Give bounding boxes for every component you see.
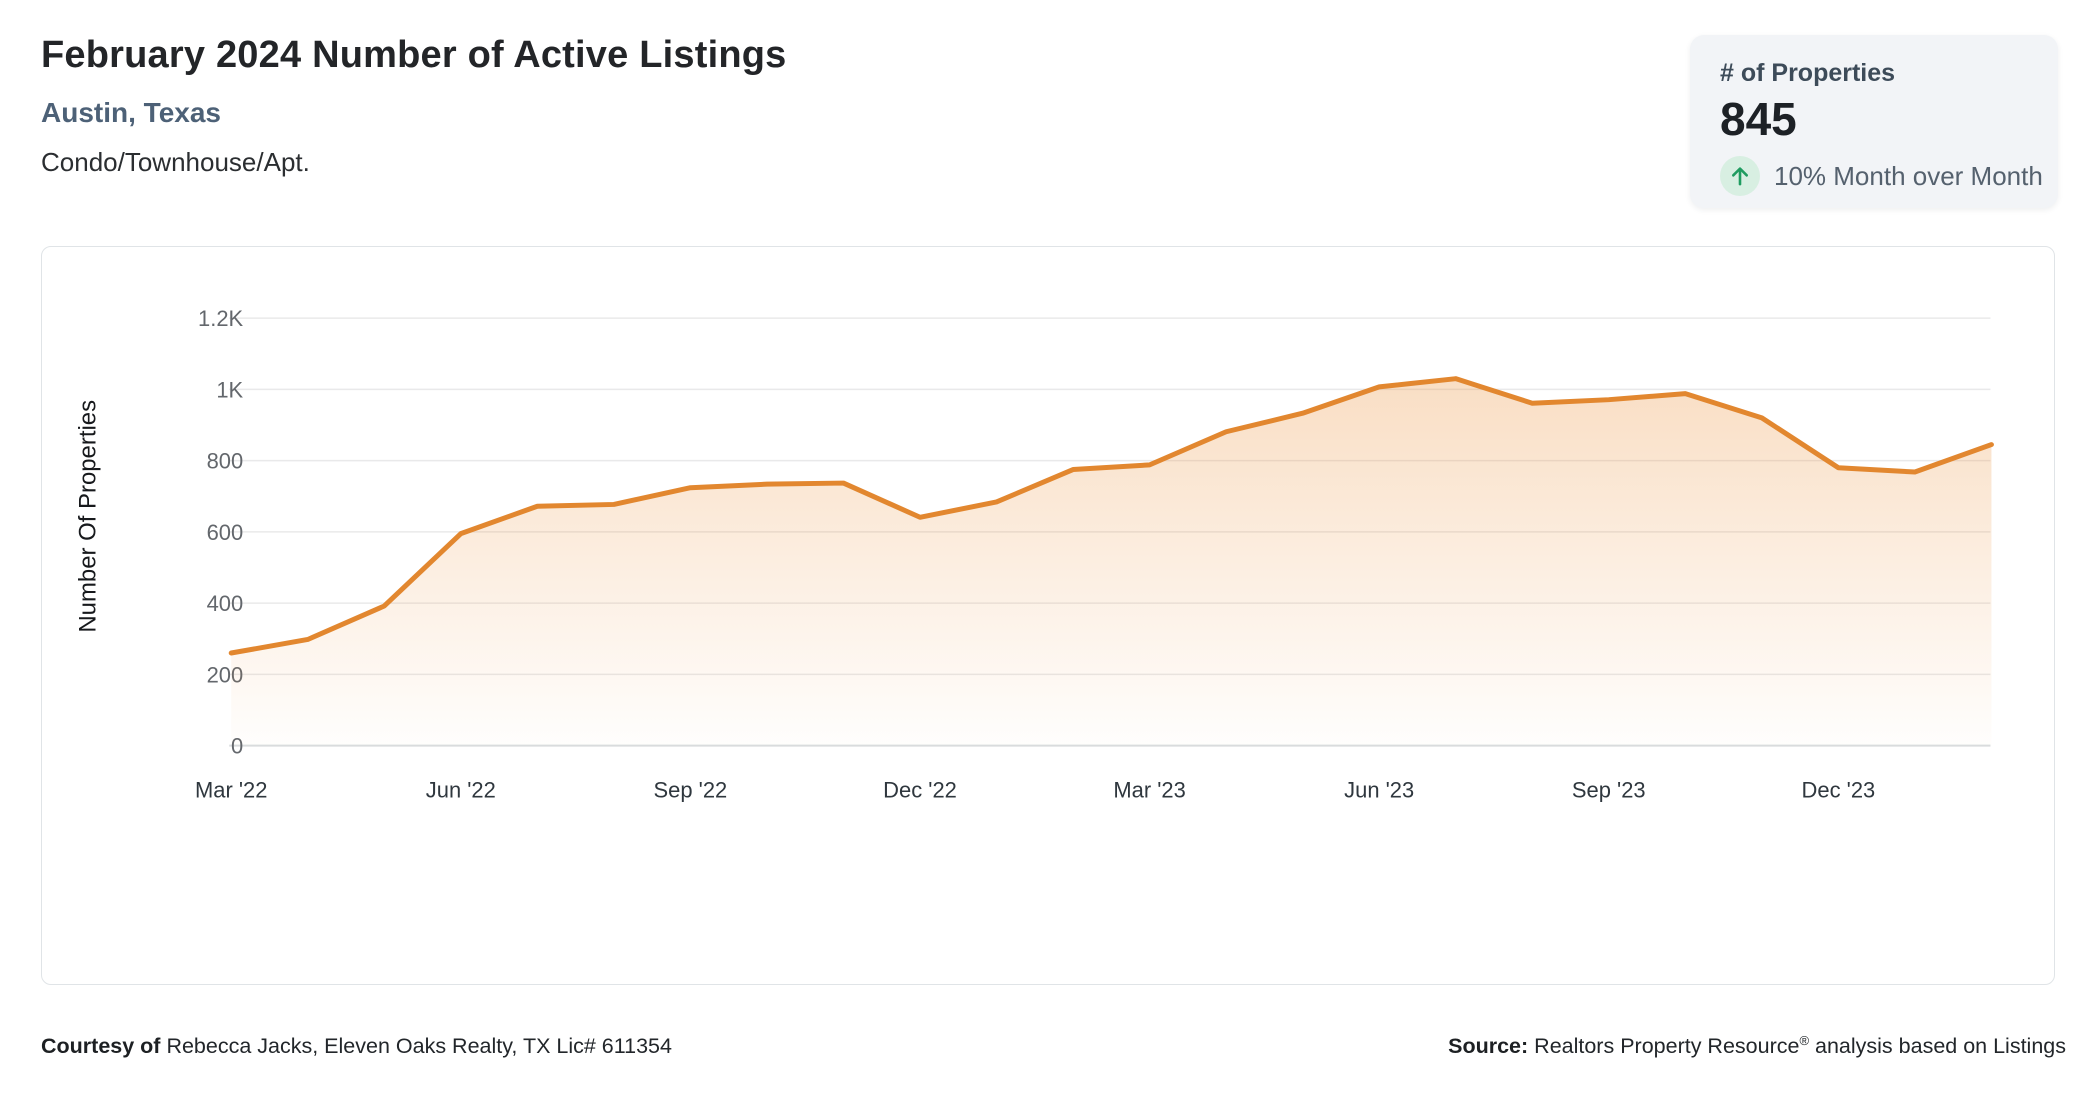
- source-note: Source: Realtors Property Resource® anal…: [1448, 1033, 2066, 1059]
- source-label: Source:: [1448, 1034, 1529, 1059]
- chart-card: 0 200 400 600 800 1K 1.2K Mar '22 Jun '22 Sep '22…: [41, 246, 2055, 985]
- stat-label: # of Properties: [1720, 59, 1896, 87]
- y-tick-label: 400: [207, 591, 244, 616]
- stat-value: 845: [1720, 93, 1797, 145]
- y-tick-label: 800: [207, 449, 244, 474]
- x-tick-label: Sep '23: [1572, 778, 1646, 803]
- x-tick-label: Mar '23: [1113, 778, 1185, 803]
- area-fill: [231, 378, 1992, 746]
- report-header: February 2024 Number of Active Listings …: [41, 34, 787, 178]
- x-tick-label: Jun '22: [426, 778, 496, 803]
- x-tick-label: Mar '22: [195, 778, 267, 803]
- y-axis-title: Number Of Properties: [75, 400, 102, 633]
- report-footer: Courtesy of Rebecca Jacks, Eleven Oaks R…: [41, 1033, 2066, 1059]
- y-tick-label: 1K: [216, 377, 243, 402]
- page-title: February 2024 Number of Active Listings: [41, 34, 787, 76]
- x-tick-label: Dec '22: [883, 778, 957, 803]
- courtesy-note: Courtesy of Rebecca Jacks, Eleven Oaks R…: [41, 1034, 672, 1059]
- x-tick-label: Sep '22: [654, 778, 728, 803]
- x-tick-label: Jun '23: [1344, 778, 1414, 803]
- trend-row: 10% Month over Month: [1720, 156, 2058, 196]
- trend-line: [228, 376, 1994, 656]
- courtesy-label: Courtesy of: [41, 1034, 161, 1059]
- y-tick-label: 1.2K: [198, 306, 243, 331]
- location-subtitle: Austin, Texas: [41, 97, 221, 128]
- property-type-label: Condo/Townhouse/Apt.: [41, 147, 310, 177]
- x-tick-label: Dec '23: [1802, 778, 1876, 803]
- y-tick-label: 600: [207, 520, 244, 545]
- properties-stat-card: # of Properties 845 10% Month over Month: [1690, 35, 2058, 208]
- arrow-up-icon: [1720, 156, 1760, 196]
- registered-mark: ®: [1799, 1033, 1810, 1048]
- trend-text: 10% Month over Month: [1774, 160, 2043, 191]
